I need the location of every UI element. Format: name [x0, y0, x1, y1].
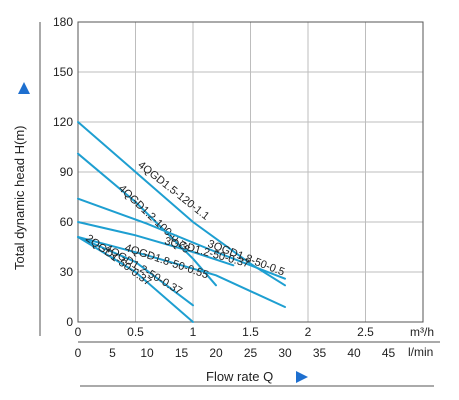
x-tick-label-m3h: 2.5 [357, 325, 374, 339]
y-tick-label: 90 [60, 165, 74, 179]
x-tick-label-m3h: 1.5 [242, 325, 259, 339]
curve-4QGD1.5-120-1.1 [77, 121, 286, 287]
y-tick-label: 120 [53, 115, 73, 129]
x-axis-arrow-icon [296, 371, 308, 383]
y-axis-arrow-icon [18, 82, 30, 94]
x-axis-title: Flow rate Q [206, 369, 273, 384]
y-tick-label: 180 [53, 15, 73, 29]
x-tick-label-lmin: 35 [313, 346, 327, 360]
curve-4QGD1.8-50-0.55 [77, 236, 286, 308]
grid [78, 22, 423, 322]
curve-2QGD1-50-0.37 [77, 236, 194, 323]
curve-4QGD1.2-50-0.37 [77, 236, 194, 307]
x-tick-label-lmin: 25 [244, 346, 258, 360]
x-tick-label-m3h: 0.5 [127, 325, 144, 339]
curve-3QGD1.2-50-0.37 [77, 221, 235, 267]
x-tick-label-lmin: 45 [382, 346, 396, 360]
y-tick-label: 30 [60, 265, 74, 279]
x-tick-label-m3h: 2 [305, 325, 312, 339]
y-axis-title: Total dynamic head H(m) [12, 126, 27, 271]
x-unit-m3h: m³/h [410, 325, 434, 339]
x-tick-label-m3h: 1 [190, 325, 197, 339]
y-tick-label: 150 [53, 65, 73, 79]
x-tick-label-m3h: 0 [75, 325, 82, 339]
x-tick-label-lmin: 20 [209, 346, 223, 360]
x-tick-label-lmin: 15 [175, 346, 189, 360]
curve-label: 2QGD1-50-0.37 [83, 232, 153, 288]
x-tick-label-lmin: 5 [109, 346, 116, 360]
curve-3QGD1.8-50-0.5 [77, 197, 286, 280]
x-tick-label-lmin: 10 [140, 346, 154, 360]
plot-frame [77, 21, 424, 323]
x-tick-label-lmin: 40 [347, 346, 361, 360]
y-tick-label: 0 [66, 315, 73, 329]
tick-labels: 0 30 60 90 120 150 180 0 0.5 1 1.5 2 2.5 0 5 10 15 20 25 30… [53, 15, 396, 360]
x-tick-label-lmin: 0 [75, 346, 82, 360]
x-tick-label-lmin: 30 [278, 346, 292, 360]
x-unit-lmin: l/min [408, 345, 433, 359]
y-tick-label: 60 [60, 215, 74, 229]
